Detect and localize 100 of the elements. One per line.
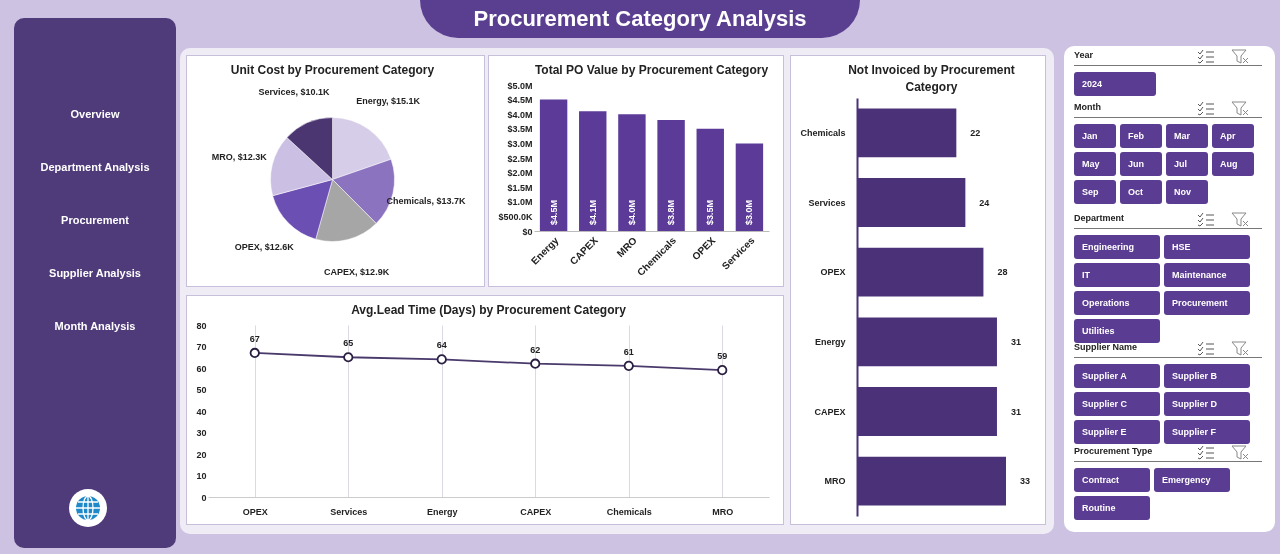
y-tick-label: 50 bbox=[196, 385, 207, 395]
y-tick-label: $3.5M bbox=[507, 124, 533, 135]
slice-label: OPEX, $12.6K bbox=[234, 242, 295, 253]
y-tick-label: 20 bbox=[196, 449, 207, 460]
bar bbox=[539, 99, 568, 231]
text: Procurement Type bbox=[1074, 446, 1262, 462]
bar bbox=[657, 120, 685, 231]
point bbox=[530, 358, 541, 369]
bar bbox=[735, 143, 764, 231]
slice-label: MRO, $12.3K bbox=[211, 151, 268, 162]
point bbox=[436, 354, 447, 365]
data-label: 31 bbox=[1010, 336, 1021, 347]
slice-label: Energy, $15.1K bbox=[356, 96, 421, 107]
point bbox=[623, 360, 634, 371]
y-tick-label: Chemicals bbox=[800, 127, 846, 138]
data-label: $3.8M bbox=[666, 199, 677, 225]
text: Emergency bbox=[1154, 468, 1230, 492]
text: Sep bbox=[1074, 180, 1116, 204]
data-label: $4.5M bbox=[548, 199, 559, 225]
y-tick-label: $3.0M bbox=[507, 138, 533, 149]
text: Supplier E bbox=[1074, 420, 1160, 444]
x-tick-label: CAPEX bbox=[520, 506, 552, 517]
data-label: 61 bbox=[623, 346, 634, 357]
data-label: 65 bbox=[343, 338, 354, 349]
y-tick-label: $2.5M bbox=[507, 153, 533, 164]
slice-label: Services, $10.1K bbox=[258, 86, 330, 97]
data-label: 22 bbox=[970, 127, 981, 138]
data-label: 59 bbox=[717, 351, 728, 362]
text: Jul bbox=[1166, 152, 1208, 176]
y-tick-label: 10 bbox=[196, 471, 207, 481]
text: Aug bbox=[1212, 152, 1254, 176]
data-label: 28 bbox=[997, 267, 1008, 278]
y-tick-label: $0 bbox=[522, 226, 533, 237]
text: Contract bbox=[1074, 468, 1150, 492]
data-label: 64 bbox=[436, 340, 447, 351]
text: Nov bbox=[1166, 180, 1208, 204]
text: Jun bbox=[1120, 152, 1162, 176]
data-label: 31 bbox=[1010, 406, 1021, 417]
data-label: 67 bbox=[249, 333, 260, 344]
y-tick-label: $1.5M bbox=[507, 182, 533, 193]
text: Mar bbox=[1166, 124, 1208, 148]
chart-title: Not Invoiced by Procurement Category bbox=[848, 63, 1015, 94]
text: Supplier Analysis bbox=[48, 267, 142, 279]
y-tick-label: $4.0M bbox=[507, 109, 533, 120]
y-tick-label: 0 bbox=[201, 492, 207, 503]
y-tick-label: 80 bbox=[196, 320, 207, 331]
x-tick-label: MRO bbox=[712, 506, 734, 517]
text: Supplier A bbox=[1074, 364, 1160, 388]
x-tick-label: Services bbox=[330, 506, 368, 517]
text: Apr bbox=[1212, 124, 1254, 148]
text: Procurement Category Analysis bbox=[420, 0, 860, 38]
y-tick-label: Services bbox=[808, 197, 846, 208]
y-tick-label: 30 bbox=[196, 428, 207, 438]
y-tick-label: 60 bbox=[196, 363, 207, 374]
text: HSE bbox=[1164, 235, 1250, 259]
bar bbox=[696, 128, 724, 231]
y-tick-label: $500.0K bbox=[498, 211, 533, 222]
y-tick-label: $5.0M bbox=[507, 80, 533, 91]
data-label: $3.0M bbox=[744, 199, 755, 225]
text: Department bbox=[1074, 213, 1262, 229]
chart-title: Total PO Value by Procurement Category bbox=[534, 63, 769, 77]
data-label: 24 bbox=[979, 197, 990, 208]
text: Overview bbox=[69, 108, 121, 120]
x-tick-label: OPEX bbox=[242, 506, 268, 517]
chart-title: Unit Cost by Procurement Category bbox=[230, 63, 435, 77]
point bbox=[343, 352, 354, 363]
text: Engineering bbox=[1074, 235, 1160, 259]
data-label: $3.5M bbox=[705, 199, 716, 225]
text: Supplier D bbox=[1164, 392, 1250, 416]
text: Maintenance bbox=[1164, 263, 1250, 287]
x-tick-label: Chemicals bbox=[606, 506, 652, 517]
text: Supplier Name bbox=[1074, 342, 1262, 358]
text: Oct bbox=[1120, 180, 1162, 204]
y-tick-label: 70 bbox=[196, 342, 207, 352]
bar bbox=[579, 111, 607, 231]
y-tick-label: $1.0M bbox=[507, 197, 533, 208]
y-tick-label: $4.5M bbox=[507, 95, 533, 106]
text: 2024 bbox=[1074, 72, 1156, 96]
text: Supplier B bbox=[1164, 364, 1250, 388]
text: Month Analysis bbox=[53, 320, 137, 332]
text: IT bbox=[1074, 263, 1160, 287]
data-label: $4.0M bbox=[626, 199, 637, 225]
text: Procurement bbox=[60, 214, 130, 226]
x-tick-label: Energy bbox=[426, 506, 458, 517]
slice-label: CAPEX, $12.9K bbox=[324, 267, 390, 278]
data-label: $4.1M bbox=[587, 199, 598, 225]
text: Feb bbox=[1120, 124, 1162, 148]
y-tick-label: MRO bbox=[824, 476, 846, 487]
y-tick-label: CAPEX bbox=[814, 406, 846, 417]
y-tick-label: Energy bbox=[814, 336, 846, 347]
text: Utilities bbox=[1074, 319, 1160, 343]
text: Supplier F bbox=[1164, 420, 1250, 444]
text: Jan bbox=[1074, 124, 1116, 148]
text: Procurement bbox=[1164, 291, 1250, 315]
text: Department Analysis bbox=[39, 161, 151, 173]
text: May bbox=[1074, 152, 1116, 176]
text: Supplier C bbox=[1074, 392, 1160, 416]
text: Routine bbox=[1074, 496, 1150, 520]
text: Operations bbox=[1074, 291, 1160, 315]
y-tick-label: $2.0M bbox=[507, 168, 533, 179]
